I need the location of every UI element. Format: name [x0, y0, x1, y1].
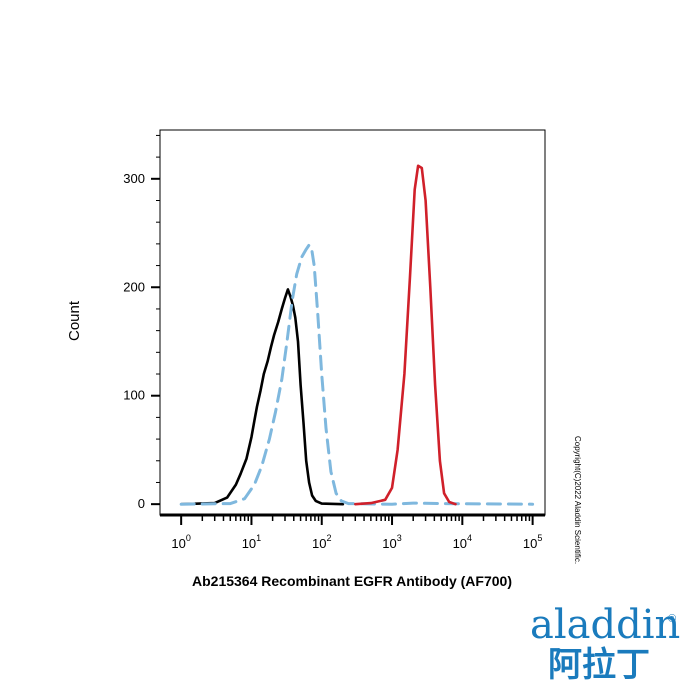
plot-border — [159, 129, 546, 516]
y-tick-label: 100 — [123, 388, 145, 403]
y-axis: 0 100 200 300 — [123, 134, 160, 511]
logo-text-zh: 阿拉丁 — [548, 645, 650, 685]
x-axis-title: Ab215364 Recombinant EGFR Antibody (AF70… — [192, 573, 512, 589]
x-tick-label: 103 — [382, 533, 401, 551]
x-tick-label: 105 — [523, 533, 542, 551]
x-tick-label: 100 — [171, 533, 190, 551]
series-red-line — [354, 164, 457, 506]
logo-text-en: aladdin — [530, 602, 680, 648]
y-axis-title: Count — [66, 300, 83, 341]
y-tick-label: 200 — [123, 279, 145, 294]
x-axis: 100 101 102 103 104 105 — [171, 515, 542, 551]
y-tick-label: 300 — [123, 171, 145, 186]
logo-registered: ® — [668, 613, 676, 625]
series-group — [179, 164, 535, 506]
y-tick-label: 0 — [138, 496, 145, 511]
copyright-text: Copyright(C)2022 Aladdin Scientific. — [573, 436, 582, 564]
x-tick-label: 104 — [453, 533, 472, 551]
series-black-line — [179, 288, 345, 506]
x-tick-label: 102 — [312, 533, 331, 551]
plot-frame — [159, 129, 546, 517]
aladdin-logo: aladdin ® 阿拉丁 — [530, 602, 680, 685]
series-blue-dashed-line — [179, 243, 535, 506]
x-tick-label: 101 — [242, 533, 261, 551]
